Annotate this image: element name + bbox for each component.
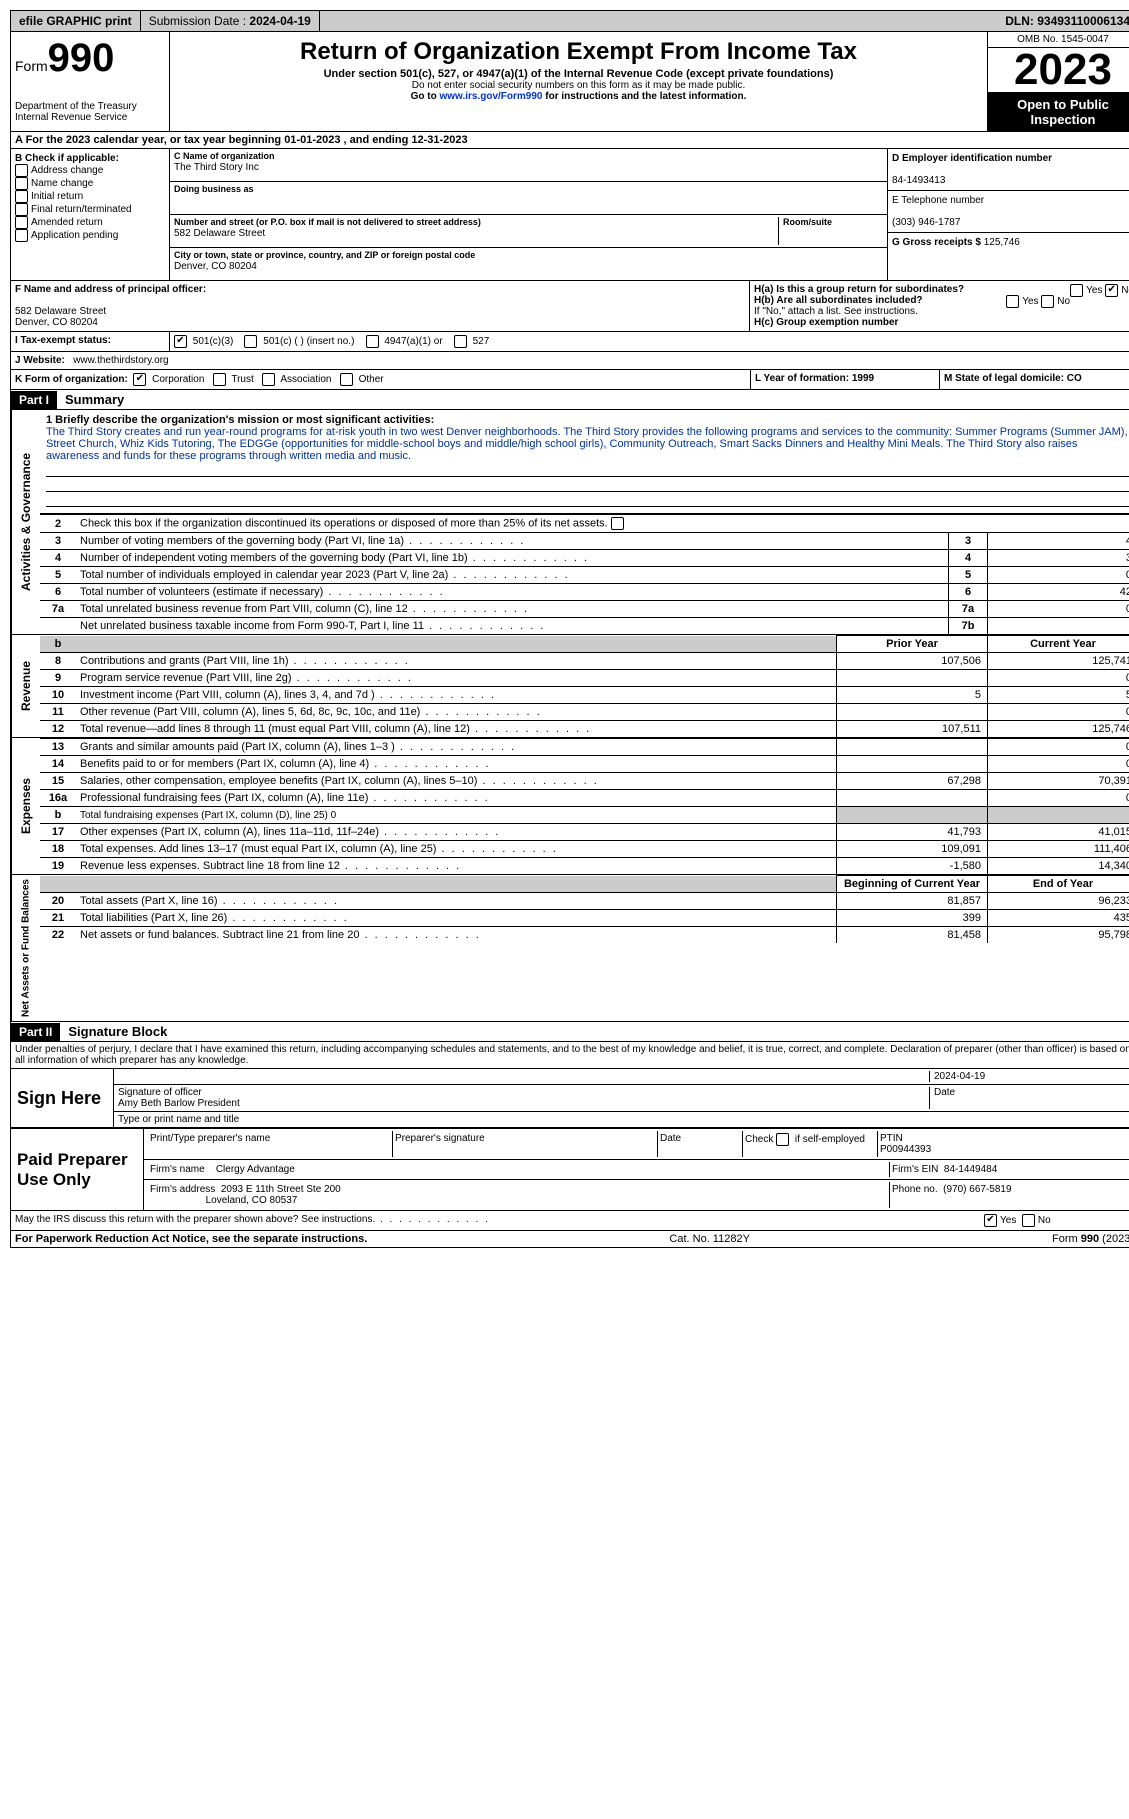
org-name: The Third Story Inc — [174, 162, 259, 173]
section-revenue: Revenue b Prior YearCurrent Year 8Contri… — [10, 635, 1129, 738]
section-governance: Activities & Governance 1 Briefly descri… — [10, 410, 1129, 635]
website: www.thethirdstory.org — [73, 355, 168, 366]
firm-name: Clergy Advantage — [216, 1164, 295, 1175]
part1-header: Part I Summary — [10, 390, 1129, 410]
checkbox-address-change[interactable] — [15, 164, 28, 177]
paid-preparer-block: Paid Preparer Use Only Print/Type prepar… — [10, 1129, 1129, 1211]
top-bar: efile GRAPHIC print Submission Date : 20… — [10, 10, 1129, 32]
ptin: P00944393 — [880, 1144, 931, 1155]
expenses-table: 13Grants and similar amounts paid (Part … — [40, 738, 1129, 874]
checkbox-line2[interactable] — [611, 517, 624, 530]
checkbox-501c3[interactable] — [174, 335, 187, 348]
checkbox-initial-return[interactable] — [15, 190, 28, 203]
checkbox-501c[interactable] — [244, 335, 257, 348]
ein: 84-1493413 — [892, 175, 945, 186]
checkbox-corp[interactable] — [133, 373, 146, 386]
checkbox-trust[interactable] — [213, 373, 226, 386]
sign-here-block: Sign Here 2024-04-19 Signature of office… — [10, 1069, 1129, 1129]
submission-date: Submission Date : 2024-04-19 — [141, 11, 320, 31]
checkbox-self-employed[interactable] — [776, 1133, 789, 1146]
checkbox-discuss-yes[interactable] — [984, 1214, 997, 1227]
checkbox-assoc[interactable] — [262, 373, 275, 386]
checkbox-other[interactable] — [340, 373, 353, 386]
officer-name: Amy Beth Barlow President — [118, 1098, 240, 1109]
header-center: Return of Organization Exempt From Incom… — [170, 32, 988, 131]
dln: DLN: 93493110006134 — [997, 11, 1129, 31]
header-right: OMB No. 1545-0047 2023 Open to Public In… — [988, 32, 1129, 131]
checkbox-discuss-no[interactable] — [1022, 1214, 1035, 1227]
phone: (303) 946-1787 — [892, 217, 960, 228]
part2-header: Part II Signature Block — [10, 1022, 1129, 1042]
row-k: K Form of organization: Corporation Trus… — [10, 370, 1129, 390]
row-a-tax-year: A For the 2023 calendar year, or tax yea… — [10, 132, 1129, 149]
col-b-checkboxes: B Check if applicable: Address change Na… — [11, 149, 170, 280]
efile-label: efile GRAPHIC print — [11, 11, 141, 31]
form-title: Return of Organization Exempt From Incom… — [174, 38, 983, 66]
section-net-assets: Net Assets or Fund Balances Beginning of… — [10, 875, 1129, 1022]
row-fh: F Name and address of principal officer:… — [10, 281, 1129, 332]
col-c-org-info: C Name of organization The Third Story I… — [170, 149, 888, 280]
checkbox-application-pending[interactable] — [15, 229, 28, 242]
firm-phone: (970) 667-5819 — [943, 1184, 1011, 1195]
org-city: Denver, CO 80204 — [174, 261, 257, 272]
checkbox-name-change[interactable] — [15, 177, 28, 190]
penalty-text: Under penalties of perjury, I declare th… — [10, 1042, 1129, 1069]
discuss-row: May the IRS discuss this return with the… — [10, 1211, 1129, 1231]
firm-ein: 84-1449484 — [944, 1164, 997, 1175]
row-j: J Website: www.thethirdstory.org — [10, 352, 1129, 370]
org-address: 582 Delaware Street — [174, 228, 265, 239]
form-header: Form990 Department of the Treasury Inter… — [10, 32, 1129, 132]
revenue-table: b Prior YearCurrent Year 8Contributions … — [40, 635, 1129, 737]
checkbox-4947[interactable] — [366, 335, 379, 348]
checkbox-amended-return[interactable] — [15, 216, 28, 229]
mission-block: 1 Briefly describe the organization's mi… — [40, 410, 1129, 514]
checkbox-527[interactable] — [454, 335, 467, 348]
section-bcd: B Check if applicable: Address change Na… — [10, 149, 1129, 281]
footer: For Paperwork Reduction Act Notice, see … — [10, 1231, 1129, 1248]
checkbox-ha-yes[interactable] — [1070, 284, 1083, 297]
checkbox-final-return[interactable] — [15, 203, 28, 216]
net-assets-table: Beginning of Current YearEnd of Year 20T… — [40, 875, 1129, 943]
checkbox-hb-no[interactable] — [1041, 295, 1054, 308]
row-i: I Tax-exempt status: 501(c)(3) 501(c) ( … — [10, 332, 1129, 352]
gross-receipts: 125,746 — [984, 237, 1020, 248]
section-expenses: Expenses 13Grants and similar amounts pa… — [10, 738, 1129, 875]
governance-table: 2Check this box if the organization disc… — [40, 514, 1129, 634]
col-d-identifiers: D Employer identification number 84-1493… — [888, 149, 1129, 280]
checkbox-hb-yes[interactable] — [1006, 295, 1019, 308]
checkbox-ha-no[interactable] — [1105, 284, 1118, 297]
instructions-link[interactable]: www.irs.gov/Form990 — [439, 91, 542, 102]
header-left: Form990 Department of the Treasury Inter… — [11, 32, 170, 131]
